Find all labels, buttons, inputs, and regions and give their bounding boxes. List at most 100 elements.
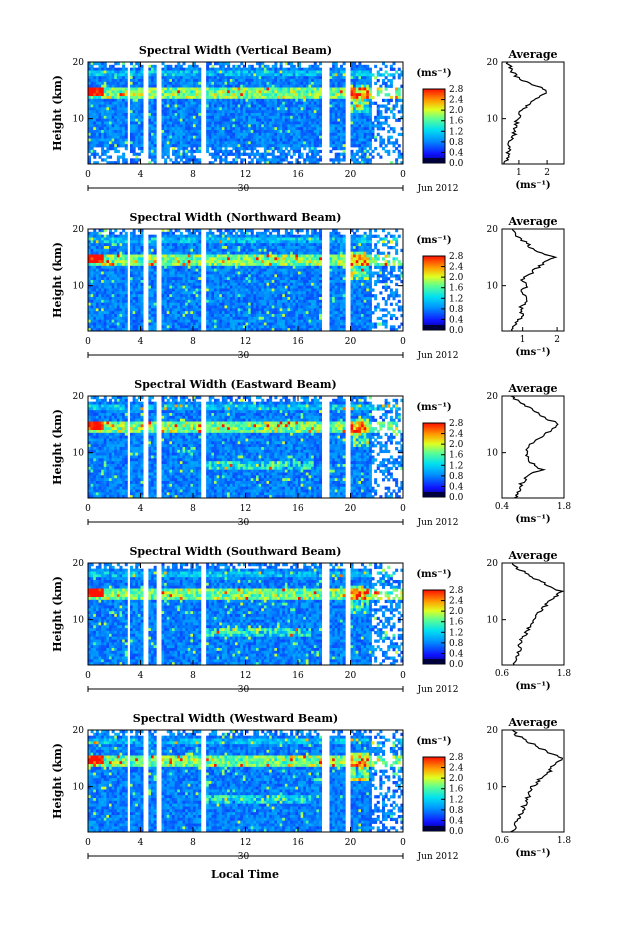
heatmap-cell [235,67,239,71]
heatmap-cell [177,251,181,255]
heatmap-cell [376,110,380,114]
heatmap-cell [174,274,178,278]
heatmap-cell [103,110,107,114]
heatmap-cell [172,311,176,315]
heatmap-cell [116,305,120,309]
heatmap-cell [193,231,197,236]
heatmap-cell [232,152,236,156]
heatmap-cell [193,90,197,94]
heatmap-cell [337,141,341,145]
heatmap-cell [135,118,139,122]
heatmap-cell [214,294,218,298]
heatmap-cell [300,124,304,128]
heatmap-cell [282,149,286,154]
heatmap-cell [316,127,320,131]
heatmap-cell [400,127,404,131]
heatmap-cell [219,328,223,332]
heatmap-cell [311,147,315,151]
heatmap-cell [114,322,118,326]
heatmap-cell [153,251,157,255]
heatmap-cell [137,115,141,120]
heatmap-cell [242,110,246,114]
heatmap-cell [164,76,168,80]
heatmap-cell [319,135,323,139]
heatmap-cell [292,101,296,105]
heatmap-cell [211,319,215,323]
heatmap-cell [172,84,176,88]
heatmap-cell [208,288,212,292]
heatmap-cell [103,118,107,122]
heatmap-cell [274,62,278,66]
heatmap-cell [337,113,341,117]
heatmap-cell [208,277,212,281]
heatmap-cell [135,322,139,326]
heatmap-cell [101,251,105,255]
heatmap-cell [256,124,260,128]
heatmap-cell [119,288,123,292]
heatmap-cell [122,314,126,318]
heatmap-cell [174,81,178,86]
heatmap-cell [219,132,223,137]
heatmap-cell [227,124,231,128]
heatmap-cell [292,135,296,139]
heatmap-cell [172,282,176,287]
heatmap-cell [282,79,286,83]
heatmap-cell [232,130,236,134]
heatmap-cell [353,118,357,122]
heatmap-cell [88,282,92,287]
heatmap-cell [221,234,225,238]
heatmap-cell [111,90,115,94]
heatmap-cell [132,121,136,125]
heatmap-cell [98,260,102,264]
heatmap-cell [101,294,105,298]
heatmap-cell [187,297,191,301]
heatmap-cell [174,263,178,267]
heatmap-cell [185,257,189,261]
heatmap-cell [198,308,202,312]
heatmap-cell [185,254,189,258]
heatmap-cell [316,113,320,117]
heatmap-cell [151,73,155,77]
heatmap-cell [140,98,144,103]
heatmap-cell [185,127,189,131]
heatmap-cell [195,271,199,275]
heatmap-cell [313,62,317,66]
heatmap-cell [153,115,157,120]
heatmap-cell [211,121,215,125]
heatmap-cell [263,113,267,117]
heatmap-cell [363,73,367,77]
heatmap-cell [161,62,165,66]
heatmap-cell [166,288,170,292]
heatmap-cell [269,144,273,148]
heatmap-cell [106,161,110,165]
heatmap-cell [250,81,254,86]
heatmap-cell [279,101,283,105]
heatmap-cell [248,76,252,80]
heatmap-cell [122,158,126,162]
heatmap-cell [166,84,170,88]
heatmap-cell [227,118,231,122]
heatmap-cell [214,325,218,329]
heatmap-cell [132,322,136,326]
heatmap-cell [169,127,173,131]
heatmap-cell [250,141,254,145]
heatmap-cell [93,257,97,261]
heatmap-cell [363,158,367,162]
heatmap-cell [263,118,267,122]
heatmap-cell [361,104,365,108]
heatmap-cell [177,107,181,111]
heatmap-cell [98,93,102,97]
heatmap-cell [109,90,113,94]
heatmap-cell [116,316,120,321]
heatmap-cell [329,70,333,74]
heatmap-cell [206,277,210,281]
heatmap-cell [300,84,304,88]
heatmap-cell [219,231,223,236]
heatmap-cell [284,81,288,86]
heatmap-cell [116,319,120,323]
heatmap-cell [227,79,231,83]
heatmap-cell [185,294,189,298]
heatmap-cell [195,98,199,103]
heatmap-cell [161,149,165,154]
heatmap-cell [334,79,338,83]
